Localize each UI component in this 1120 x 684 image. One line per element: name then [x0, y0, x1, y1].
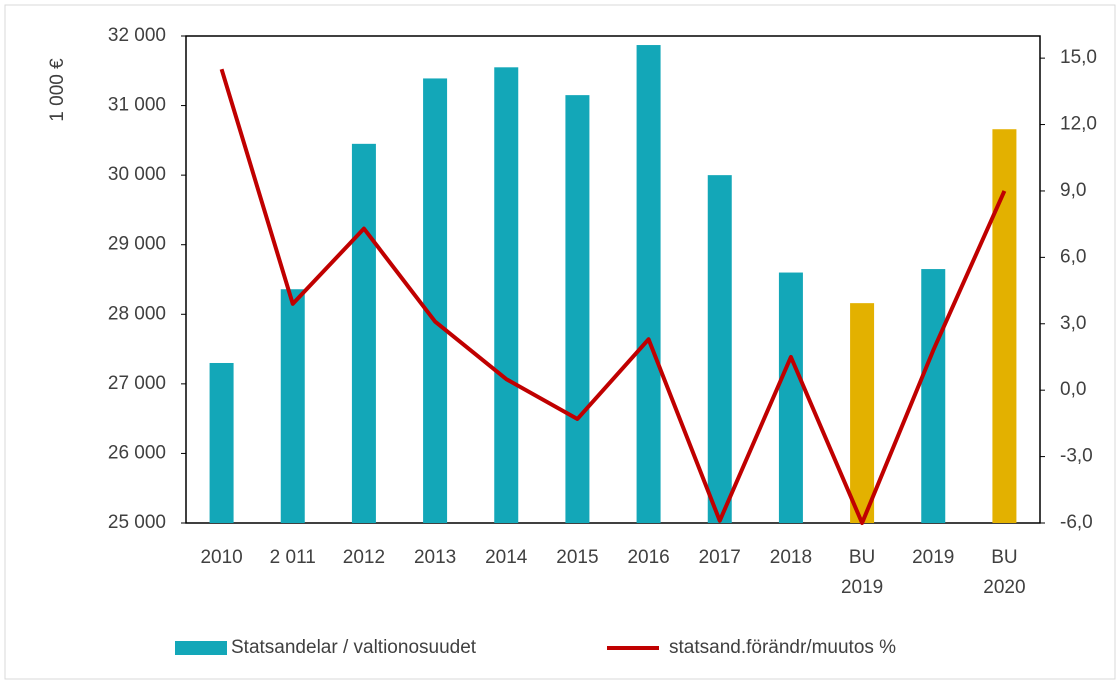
y2-tick-label: 15,0: [1060, 47, 1097, 68]
x-tick-label: 2016: [627, 547, 670, 568]
bar: [778, 272, 803, 523]
bar: [494, 67, 519, 524]
bar: [280, 289, 305, 523]
y2-tick-label: -6,0: [1060, 512, 1093, 533]
bar: [921, 269, 946, 523]
y-tick-label: 31 000: [108, 95, 166, 116]
chart-frame: [4, 4, 1116, 680]
y-tick-label: 30 000: [108, 164, 166, 185]
bar: [636, 45, 661, 524]
y2-tick-label: 9,0: [1060, 180, 1086, 201]
x-tick-label: 2017: [698, 547, 741, 568]
bar: [707, 175, 732, 523]
y-axis-label: 1 000 €: [47, 58, 68, 122]
x-tick-label: 2010: [200, 547, 243, 568]
x-tick-label: 2012: [342, 547, 386, 568]
x-tick-label: 2019: [912, 547, 955, 568]
bar: [992, 129, 1017, 523]
x-tick-label: 2015: [556, 547, 599, 568]
bar: [423, 78, 448, 523]
x-tick-label: BU 2020: [983, 547, 1026, 598]
bar: [351, 143, 376, 524]
x-tick-label: 2014: [485, 547, 528, 568]
y-tick-label: 32 000: [108, 25, 166, 46]
y2-tick-label: 6,0: [1060, 246, 1086, 267]
bar: [850, 303, 875, 523]
legend-label: Statsandelar / valtionosuudet: [231, 637, 477, 658]
y-tick-label: 28 000: [108, 303, 166, 324]
y-tick-label: 26 000: [108, 442, 166, 463]
bar: [565, 95, 590, 523]
bar: [209, 362, 234, 523]
x-tick-label: 2013: [413, 547, 457, 568]
y-tick-label: 27 000: [108, 373, 166, 394]
y-tick-label: 29 000: [108, 234, 166, 255]
y-tick-label: 25 000: [108, 512, 166, 533]
x-tick-label: 2018: [769, 547, 813, 568]
line: [219, 68, 1007, 525]
y2-tick-label: -3,0: [1060, 446, 1093, 467]
y2-tick-label: 12,0: [1060, 114, 1097, 135]
y2-tick-label: 0,0: [1060, 379, 1086, 400]
plot-frame: [185, 35, 1041, 524]
x-tick-label: 2 011: [269, 547, 316, 568]
y2-tick-label: 3,0: [1060, 313, 1086, 334]
legend-label: statsand.förändr/muutos %: [669, 637, 896, 658]
x-tick-label: BU 2019: [840, 547, 884, 598]
legend-swatch: [175, 641, 227, 655]
